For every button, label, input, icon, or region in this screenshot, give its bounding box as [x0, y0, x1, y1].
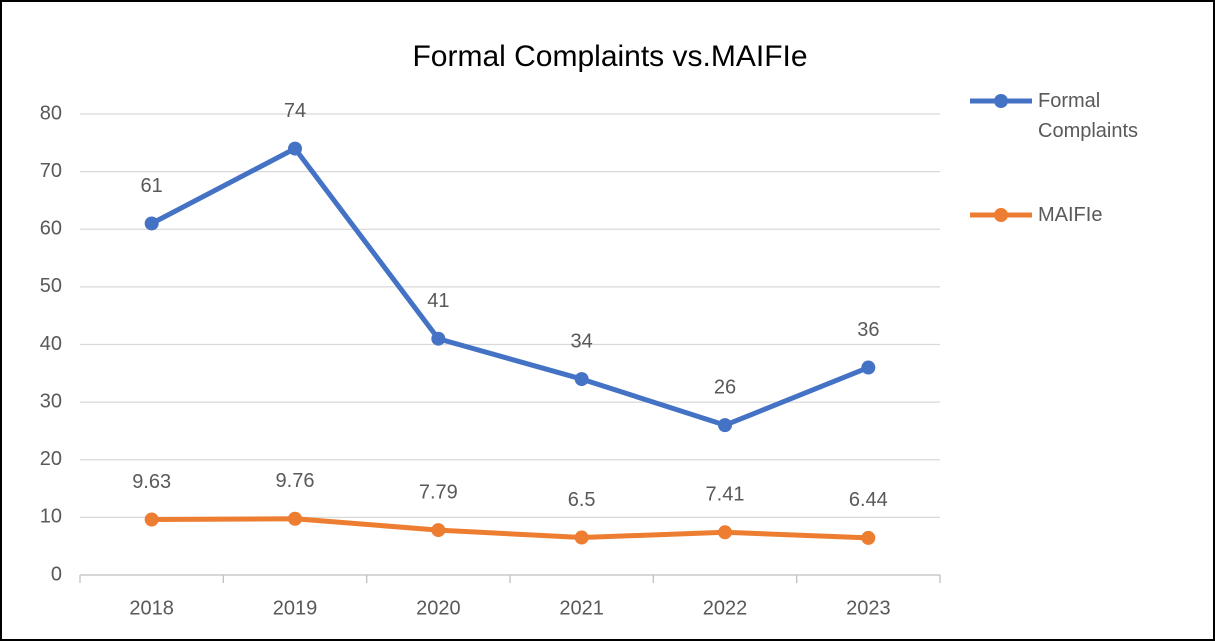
x-tick-label: 2023: [846, 597, 891, 619]
x-tick-label: 2020: [416, 597, 461, 619]
data-label: 6.5: [568, 489, 596, 511]
y-tick-label: 80: [40, 102, 62, 124]
legend-label: MAIFIe: [1038, 204, 1103, 226]
legend-label: Formal Complaints: [1038, 90, 1139, 142]
point: [861, 530, 876, 545]
point: [718, 525, 732, 540]
point: [431, 331, 446, 346]
point: [288, 511, 302, 526]
series-line: [151, 516, 869, 541]
chart-title: Formal Complaints vs.MAIFIe: [412, 40, 807, 73]
data-label: 26: [714, 376, 736, 398]
point: [431, 523, 446, 538]
legend-swatch: [970, 94, 1032, 108]
y-tick-label: 40: [40, 333, 62, 355]
data-label: 9.63: [132, 471, 171, 493]
y-tick-label: 60: [40, 218, 62, 240]
data-label: 6.44: [849, 489, 888, 511]
x-tick-label: 2018: [129, 597, 174, 619]
point: [144, 216, 159, 231]
data-label: 41: [427, 290, 449, 312]
data-label: 7.79: [419, 481, 458, 503]
data-label: 34: [571, 330, 593, 352]
point: [288, 141, 302, 156]
y-tick-label: 0: [51, 563, 62, 585]
data-label: 74: [284, 100, 306, 122]
y-tick-label: 20: [40, 448, 62, 470]
point: [861, 360, 876, 375]
point: [574, 530, 589, 545]
data-label: 36: [857, 319, 879, 341]
data-label: 9.76: [276, 470, 315, 492]
x-tick-label: 2022: [703, 597, 748, 619]
y-tick-label: 10: [40, 506, 62, 528]
x-tick-label: 2019: [273, 597, 318, 619]
y-tick-label: 30: [40, 390, 62, 412]
series-line: [150, 146, 870, 428]
y-tick-label: 70: [40, 160, 62, 182]
data-label: 7.41: [706, 484, 745, 506]
x-tick-label: 2021: [559, 597, 604, 619]
point: [144, 512, 159, 527]
y-tick-label: 50: [40, 275, 62, 297]
point: [574, 372, 589, 387]
data-label: 61: [141, 175, 163, 197]
legend-swatch: [970, 208, 1032, 222]
point: [718, 418, 732, 433]
